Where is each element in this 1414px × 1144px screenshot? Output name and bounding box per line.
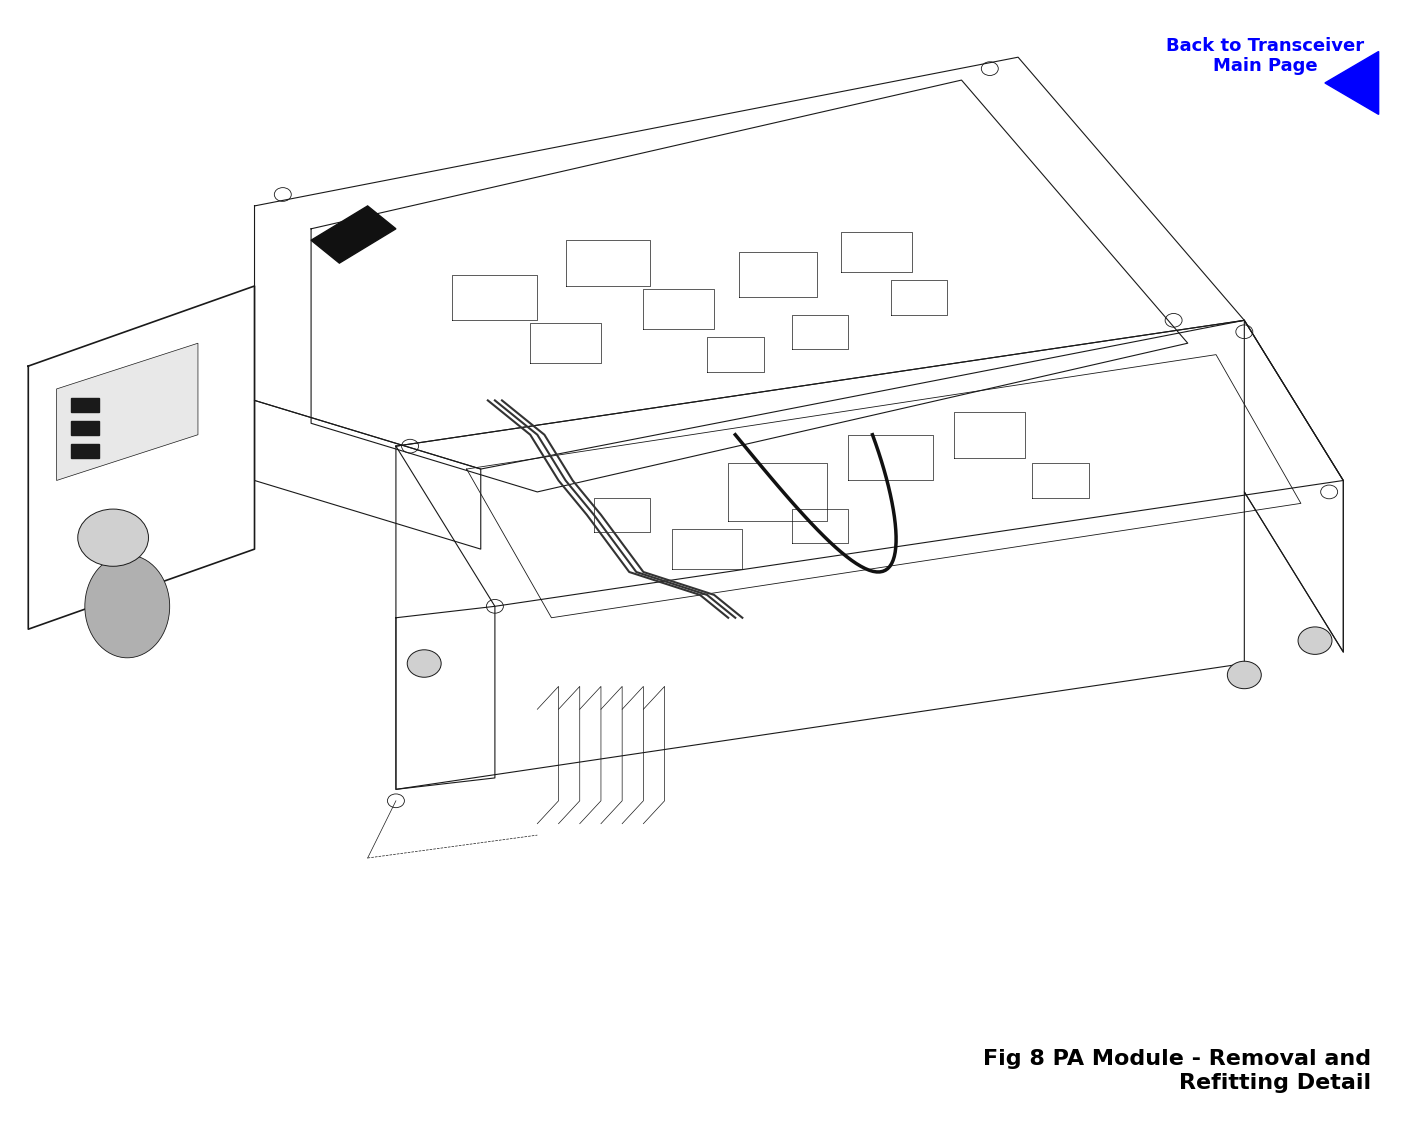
Ellipse shape xyxy=(85,555,170,658)
Circle shape xyxy=(1298,627,1332,654)
Text: Fig 8 PA Module - Removal and
Refitting Detail: Fig 8 PA Module - Removal and Refitting … xyxy=(984,1049,1372,1093)
Circle shape xyxy=(1227,661,1261,689)
Polygon shape xyxy=(1325,51,1379,114)
Polygon shape xyxy=(311,206,396,263)
Polygon shape xyxy=(57,343,198,480)
Text: Back to Transceiver
Main Page: Back to Transceiver Main Page xyxy=(1167,37,1365,76)
Polygon shape xyxy=(71,444,99,458)
Polygon shape xyxy=(71,421,99,435)
Circle shape xyxy=(78,509,148,566)
Circle shape xyxy=(407,650,441,677)
Polygon shape xyxy=(71,398,99,412)
